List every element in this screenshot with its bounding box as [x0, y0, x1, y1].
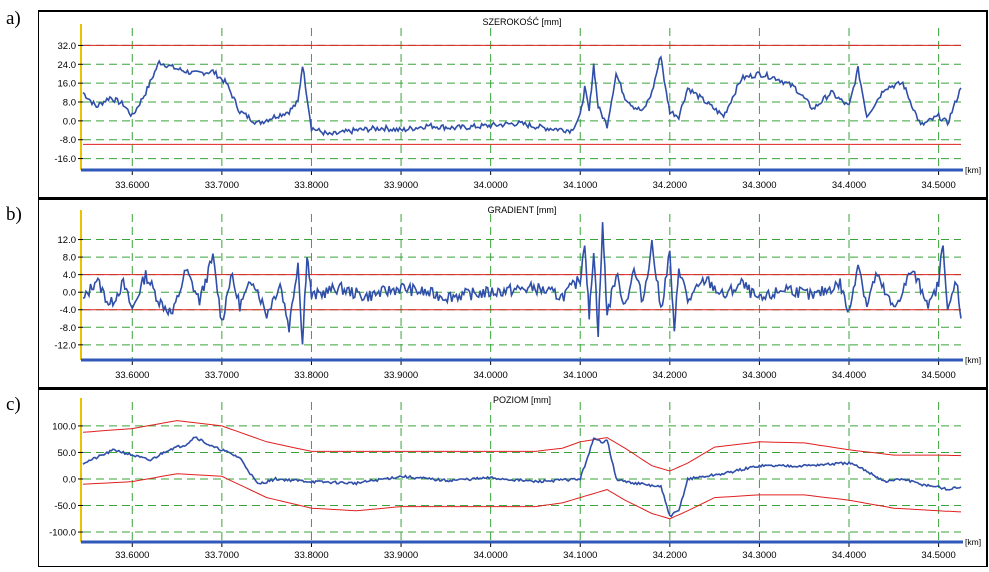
szerokosc-chart: SZEROKOŚĆ [mm] 32.0 24.0 16.0 8.0 0.0 -8.0 -16.…: [54, 16, 981, 191]
y-tick-label: 8.0: [63, 98, 76, 109]
chart-title: GRADIENT [mm]: [488, 205, 557, 215]
x-tick-label: 33.9000: [384, 180, 418, 191]
x-tick-label: 33.6000: [115, 370, 149, 381]
series-line: [82, 436, 962, 518]
x-tick-label: 33.6000: [115, 180, 149, 191]
x-tick-label: 34.2000: [653, 550, 687, 561]
x-tick-label: 34.5000: [921, 550, 955, 561]
y-tick-label: -8.0: [60, 135, 76, 146]
x-tick-label: 34.5000: [921, 370, 955, 381]
y-tick-label: 16.0: [58, 79, 77, 90]
x-tick-label: 34.3000: [742, 180, 776, 191]
x-tick-label: 33.8000: [294, 550, 328, 561]
x-tick-label: 34.4000: [832, 550, 866, 561]
envelope-line-upper: [82, 420, 962, 472]
x-axis-unit-label: [km]: [965, 165, 981, 175]
poziom-chart: POZIOM [mm] 100.0 50.0 0.0 -50.0 -100.0 33.600…: [49, 395, 981, 561]
y-tick-label: 0.0: [63, 116, 76, 127]
y-tick-label: -100.0: [49, 528, 76, 539]
x-tick-label: 34.3000: [742, 550, 776, 561]
y-tick-label: -4.0: [60, 305, 76, 316]
y-tick-label: 32.0: [58, 41, 77, 52]
y-tick-label: -16.0: [54, 154, 76, 165]
chart-title: POZIOM [mm]: [493, 395, 551, 405]
x-tick-label: 33.9000: [384, 550, 418, 561]
panel-label-a: a): [6, 8, 21, 29]
x-tick-label: 34.4000: [832, 180, 866, 191]
x-tick-label: 33.7000: [205, 550, 239, 561]
x-tick-label: 33.7000: [205, 180, 239, 191]
x-tick-label: 34.1000: [563, 180, 597, 191]
chart-panel-szerokosc: SZEROKOŚĆ [mm] 32.0 24.0 16.0 8.0 0.0 -8.0 -16.…: [38, 10, 988, 198]
y-tick-label: 100.0: [52, 421, 76, 432]
series-line: [82, 222, 962, 345]
x-tick-label: 33.8000: [294, 180, 328, 191]
x-tick-label: 34.2000: [653, 370, 687, 381]
x-tick-label: 34.5000: [921, 180, 955, 191]
x-tick-label: 34.0000: [473, 370, 507, 381]
gradient-chart: GRADIENT [mm] 12.0 8.0 4.0 0.0 -4.0 -8.0 -12.0 3…: [54, 205, 981, 381]
x-axis-unit-label: [km]: [965, 537, 981, 547]
x-tick-label: 33.7000: [205, 370, 239, 381]
y-tick-label: 50.0: [58, 448, 77, 459]
y-tick-label: 0.0: [63, 474, 76, 485]
y-tick-label: 8.0: [63, 253, 76, 264]
x-tick-label: 34.4000: [832, 370, 866, 381]
x-tick-label: 33.9000: [384, 370, 418, 381]
panel-label-b: b): [6, 204, 22, 225]
y-tick-label: -8.0: [60, 323, 76, 334]
chart-panel-poziom: POZIOM [mm] 100.0 50.0 0.0 -50.0 -100.0 33.600…: [38, 388, 988, 567]
x-tick-label: 34.1000: [563, 370, 597, 381]
y-tick-label: 0.0: [63, 288, 76, 299]
series-line: [82, 55, 962, 137]
chart-panel-gradient: GRADIENT [mm] 12.0 8.0 4.0 0.0 -4.0 -8.0 -12.0 3…: [38, 198, 988, 388]
y-tick-label: 24.0: [58, 60, 77, 71]
chart-title: SZEROKOŚĆ [mm]: [482, 16, 561, 27]
y-tick-label: -50.0: [54, 501, 76, 512]
envelope-line-lower: [82, 473, 962, 520]
panel-label-c: c): [6, 394, 21, 415]
x-tick-label: 34.2000: [653, 180, 687, 191]
x-tick-label: 34.1000: [563, 550, 597, 561]
x-axis-unit-label: [km]: [965, 355, 981, 365]
x-tick-label: 33.8000: [294, 370, 328, 381]
x-tick-label: 34.3000: [742, 370, 776, 381]
x-tick-label: 33.6000: [115, 550, 149, 561]
y-tick-label: -12.0: [54, 340, 76, 351]
y-tick-label: 12.0: [58, 235, 77, 246]
y-tick-label: 4.0: [63, 270, 76, 281]
x-tick-label: 34.0000: [473, 180, 507, 191]
x-tick-label: 34.0000: [473, 550, 507, 561]
